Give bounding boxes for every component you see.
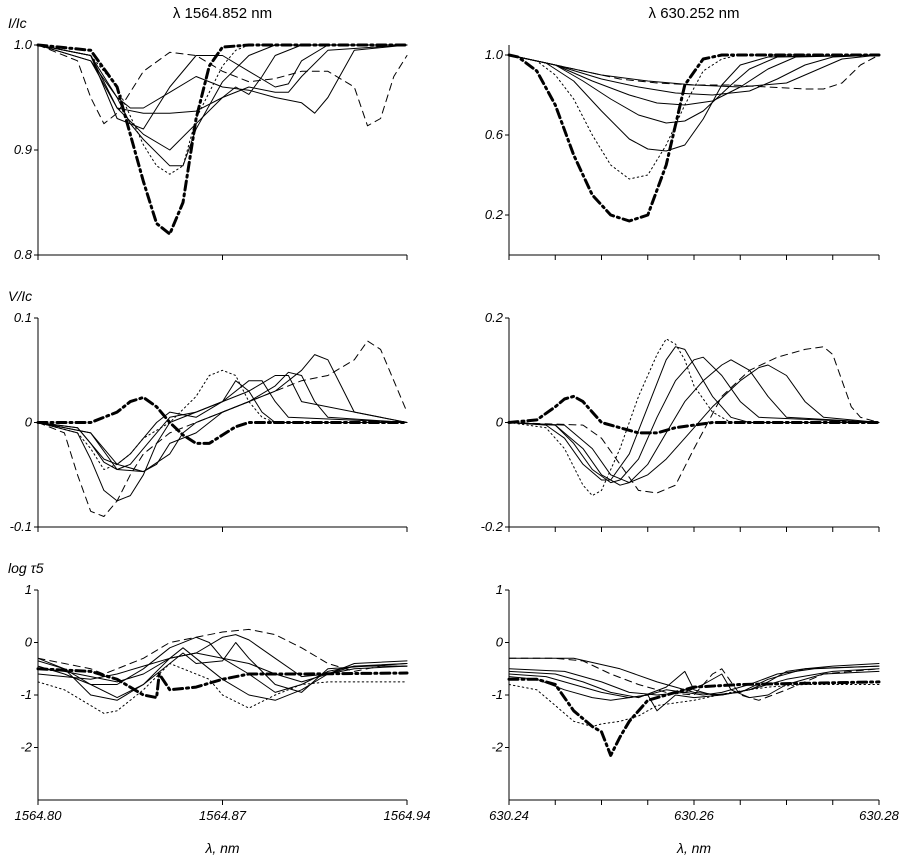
series-line-dash-dot-thick (507, 677, 881, 757)
series-line-solid-4 (508, 364, 880, 484)
series-line-solid-2 (37, 642, 408, 699)
x-tick-label: 1564.94 (384, 808, 431, 823)
series-line-solid-3 (37, 44, 408, 114)
series-line-solid-1 (37, 647, 408, 701)
series-line-solid-2 (508, 665, 880, 699)
y-tick-label: -1 (491, 687, 503, 702)
series-line-dashed (508, 346, 880, 494)
y-tick-label: 1.0 (485, 47, 504, 62)
y-tick-label: -2 (491, 740, 503, 755)
series-line-solid-4 (37, 634, 408, 683)
panels-group: 0.8 0.9 1.0 λ 1564.852 nm I/Ic 0.2 0.6 1.0 λ 630… (8, 5, 899, 856)
y-tick-label: 0.6 (485, 127, 504, 142)
series-line-solid-1 (508, 346, 880, 481)
y-tick-label: 0.2 (485, 310, 504, 325)
series-line-dash-dot-thick (36, 395, 409, 445)
series-line-dashed (37, 628, 408, 675)
chart-panel-v-left: -0.1 0 0.1 V/Ic (8, 288, 409, 534)
series-line-solid-3 (37, 375, 408, 470)
series-line-solid-3 (508, 54, 880, 106)
chart-title: λ 1564.852 nm (173, 5, 272, 22)
series-line-dashed (508, 54, 880, 90)
x-tick-label: 1564.87 (199, 808, 247, 823)
series-line-solid-2 (37, 380, 408, 465)
y-tick-label: 1 (25, 582, 32, 597)
x-tick-label: 630.28 (859, 808, 899, 823)
series-line-solid-5 (508, 657, 880, 696)
series-line-dotted (37, 369, 408, 470)
series-line-dash-dot-thick (507, 53, 881, 223)
series-line-solid-2 (508, 356, 880, 484)
y-tick-label: 0.8 (14, 247, 33, 262)
x-axis-label: λ, nm (204, 840, 239, 856)
chart-panel-tau-right: -2 -1 0 1 630.24 630.26 630.28 λ, nm (489, 582, 899, 856)
series-line-solid-1 (37, 380, 408, 502)
chart-panel-tau-left: -2 -1 0 1 1564.80 1564.87 1564.94 log τ5 λ, nm (8, 560, 431, 856)
series-line-solid-3 (37, 636, 408, 693)
chart-panel-v-right: -0.2 0 0.2 (481, 310, 881, 534)
y-tick-label: 0 (496, 635, 504, 650)
y-tick-label: 0 (496, 415, 504, 430)
y-tick-label: 0 (25, 415, 33, 430)
series-line-solid-5 (37, 354, 408, 473)
series-line-solid-1 (508, 668, 880, 712)
y-tick-label: -1 (20, 687, 32, 702)
y-tick-label: 0.2 (485, 207, 504, 222)
x-tick-label: 630.26 (674, 808, 715, 823)
series-line-dashed (37, 340, 408, 517)
series-line-dotted (508, 54, 880, 180)
series-line-dashed (508, 657, 880, 701)
y-axis-label: V/Ic (8, 288, 32, 304)
series-line-dash-dot-thick (507, 394, 881, 435)
x-tick-label: 630.24 (489, 808, 529, 823)
chart-panel-i-right: 0.2 0.6 1.0 λ 630.252 nm (485, 5, 881, 260)
series-line-dotted (37, 663, 408, 714)
series-line-solid-1 (37, 44, 408, 167)
series-line-dotted (508, 684, 880, 727)
series-line-dotted (37, 44, 408, 175)
y-tick-label: 1 (496, 582, 503, 597)
y-tick-label: 0.9 (14, 142, 32, 157)
series-line-solid-5 (508, 54, 880, 88)
series-line-dash-dot-thick (36, 667, 409, 700)
series-line-solid-1 (508, 54, 880, 152)
series-line-solid-3 (508, 359, 880, 486)
series-line-solid-4 (37, 44, 408, 114)
series-line-solid-3 (508, 665, 880, 699)
series-line-solid-5 (37, 44, 408, 130)
y-tick-label: 1.0 (14, 37, 33, 52)
series-line-dotted (508, 338, 880, 497)
x-tick-label: 1564.80 (15, 808, 63, 823)
chart-title: λ 630.252 nm (649, 5, 740, 22)
series-line-solid-5 (37, 652, 408, 683)
series-line-dash-dot-thick (36, 43, 409, 236)
chart-panel-i-left: 0.8 0.9 1.0 λ 1564.852 nm I/Ic (8, 5, 409, 262)
y-axis-label: log τ5 (8, 560, 44, 576)
y-tick-label: -2 (20, 740, 32, 755)
series-line-solid-4 (508, 668, 880, 699)
y-tick-label: 0 (25, 635, 33, 650)
x-axis-label: λ, nm (676, 840, 711, 856)
series-line-dashed (37, 44, 408, 127)
y-axis-label: I/Ic (8, 15, 27, 31)
series-line-solid-2 (508, 54, 880, 124)
y-tick-label: 0.1 (14, 310, 32, 325)
y-tick-label: -0.2 (481, 519, 504, 534)
series-line-solid-4 (508, 54, 880, 96)
y-tick-label: -0.1 (10, 519, 32, 534)
